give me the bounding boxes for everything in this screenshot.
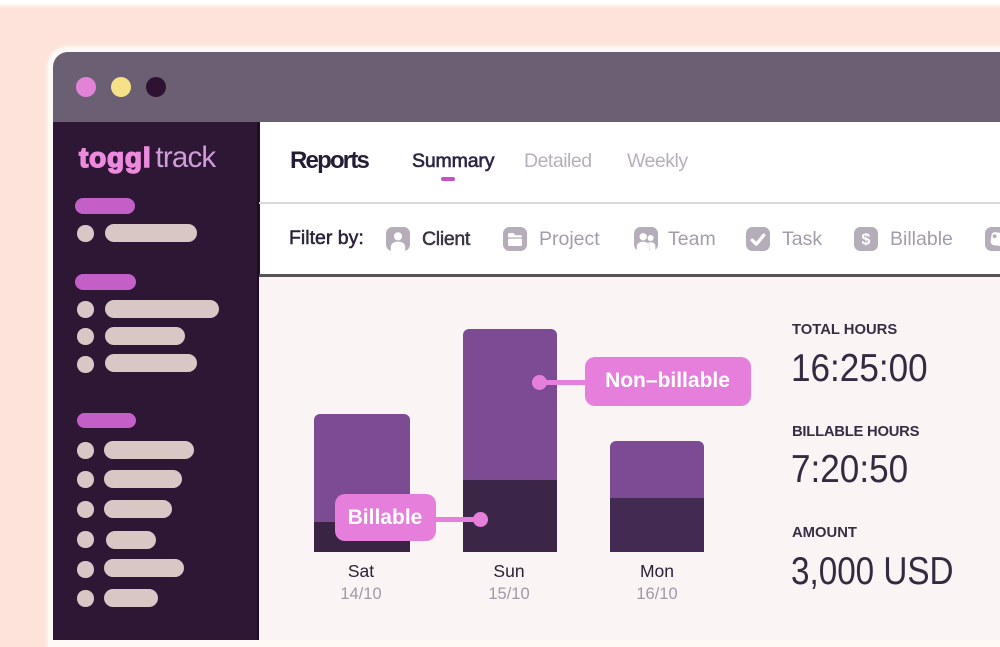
svg-text:$: $ [862, 232, 871, 249]
